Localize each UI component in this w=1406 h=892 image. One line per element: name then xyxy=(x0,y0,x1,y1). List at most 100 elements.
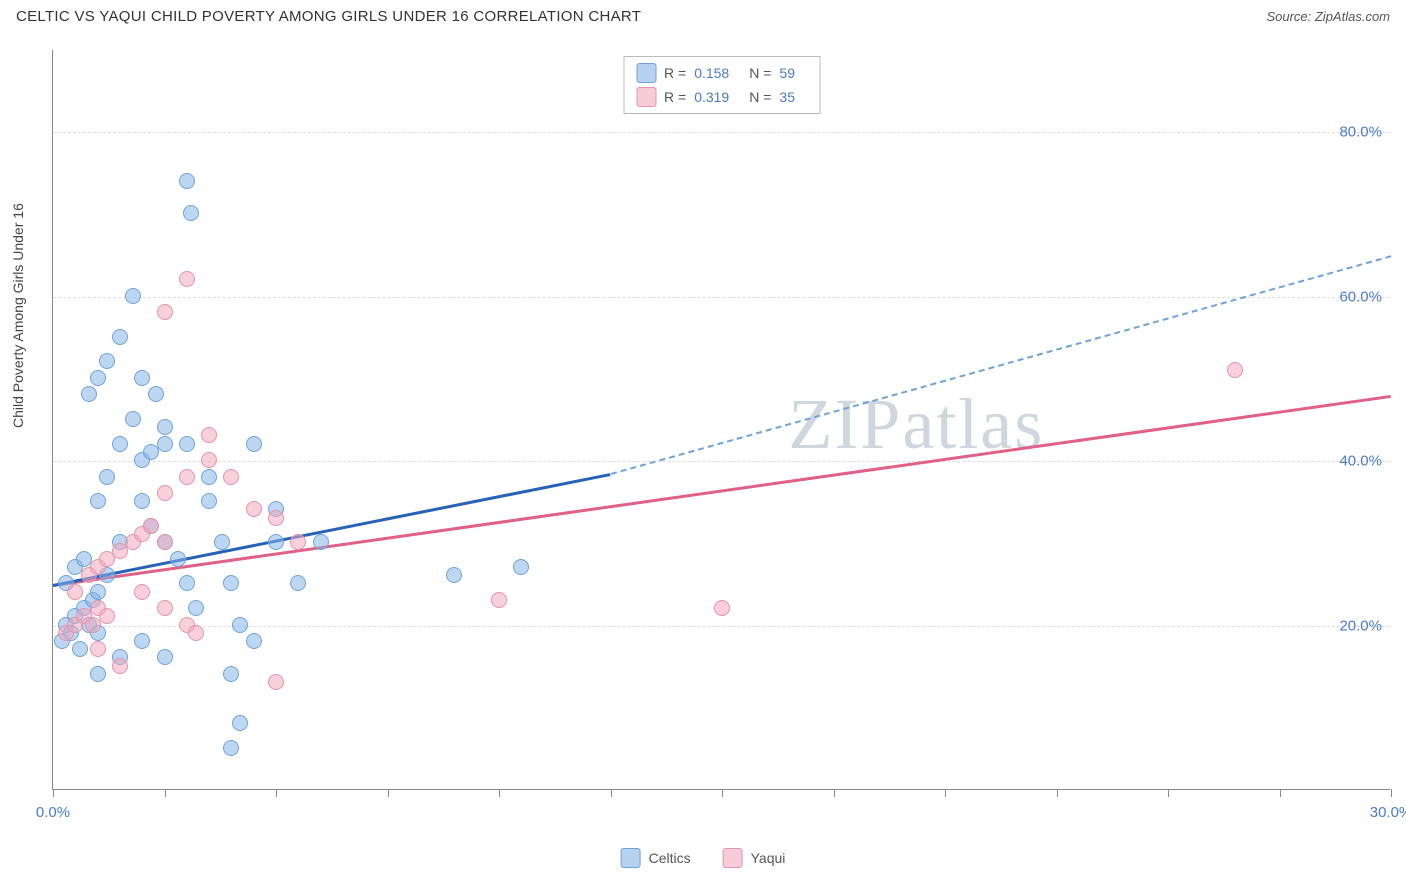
x-tick xyxy=(945,789,946,797)
data-point xyxy=(134,584,150,600)
legend-swatch xyxy=(636,87,656,107)
data-point xyxy=(268,674,284,690)
data-point xyxy=(157,649,173,665)
data-point xyxy=(223,575,239,591)
data-point xyxy=(183,205,199,221)
data-point xyxy=(188,625,204,641)
data-point xyxy=(268,534,284,550)
data-point xyxy=(134,493,150,509)
legend-row: R =0.319N =35 xyxy=(636,85,807,109)
legend-label: Celtics xyxy=(649,850,691,866)
data-point xyxy=(513,559,529,575)
data-point xyxy=(125,411,141,427)
x-tick xyxy=(611,789,612,797)
data-point xyxy=(134,370,150,386)
x-tick xyxy=(1280,789,1281,797)
data-point xyxy=(491,592,507,608)
legend-row: R =0.158N =59 xyxy=(636,61,807,85)
data-point xyxy=(157,600,173,616)
data-point xyxy=(112,329,128,345)
gridline xyxy=(53,626,1390,627)
data-point xyxy=(148,386,164,402)
data-point xyxy=(179,436,195,452)
data-point xyxy=(246,501,262,517)
chart-title: CELTIC VS YAQUI CHILD POVERTY AMONG GIRL… xyxy=(16,8,641,25)
data-point xyxy=(170,551,186,567)
x-tick xyxy=(1168,789,1169,797)
data-point xyxy=(157,534,173,550)
data-point xyxy=(157,485,173,501)
data-point xyxy=(268,510,284,526)
data-point xyxy=(223,740,239,756)
data-point xyxy=(157,419,173,435)
r-label: R = xyxy=(664,89,686,105)
gridline xyxy=(53,132,1390,133)
data-point xyxy=(179,271,195,287)
data-point xyxy=(157,304,173,320)
legend-item: Yaqui xyxy=(723,848,786,868)
r-value: 0.319 xyxy=(694,89,729,105)
data-point xyxy=(81,386,97,402)
data-point xyxy=(1227,362,1243,378)
data-point xyxy=(134,633,150,649)
scatter-chart: R =0.158N =59R =0.319N =35 ZIPatlas 20.0… xyxy=(52,50,1390,790)
x-tick xyxy=(834,789,835,797)
data-point xyxy=(90,584,106,600)
x-tick xyxy=(1057,789,1058,797)
data-point xyxy=(179,173,195,189)
data-point xyxy=(125,288,141,304)
n-value: 59 xyxy=(779,65,795,81)
data-point xyxy=(143,518,159,534)
data-point xyxy=(90,493,106,509)
r-value: 0.158 xyxy=(694,65,729,81)
x-tick xyxy=(276,789,277,797)
r-label: R = xyxy=(664,65,686,81)
data-point xyxy=(313,534,329,550)
data-point xyxy=(714,600,730,616)
data-point xyxy=(214,534,230,550)
y-axis-title: Child Poverty Among Girls Under 16 xyxy=(10,203,26,428)
data-point xyxy=(99,608,115,624)
x-tick-label: 0.0% xyxy=(36,804,70,821)
data-point xyxy=(72,641,88,657)
data-point xyxy=(290,575,306,591)
data-point xyxy=(188,600,204,616)
n-label: N = xyxy=(749,89,771,105)
x-tick xyxy=(53,789,54,797)
data-point xyxy=(232,617,248,633)
gridline xyxy=(53,297,1390,298)
trend-line xyxy=(610,256,1391,476)
data-point xyxy=(201,493,217,509)
data-point xyxy=(67,584,83,600)
legend-label: Yaqui xyxy=(751,850,786,866)
source-label: Source: ZipAtlas.com xyxy=(1266,9,1390,24)
x-tick xyxy=(1391,789,1392,797)
data-point xyxy=(246,633,262,649)
data-point xyxy=(157,436,173,452)
legend-swatch xyxy=(636,63,656,83)
data-point xyxy=(90,370,106,386)
legend-swatch xyxy=(723,848,743,868)
data-point xyxy=(232,715,248,731)
data-point xyxy=(99,353,115,369)
legend-series: Celtics Yaqui xyxy=(621,848,786,868)
data-point xyxy=(246,436,262,452)
data-point xyxy=(112,658,128,674)
data-point xyxy=(99,469,115,485)
watermark: ZIPatlas xyxy=(788,383,1044,466)
data-point xyxy=(90,641,106,657)
data-point xyxy=(201,452,217,468)
legend-swatch xyxy=(621,848,641,868)
legend-correlation: R =0.158N =59R =0.319N =35 xyxy=(623,56,820,114)
x-tick xyxy=(388,789,389,797)
y-tick-label: 60.0% xyxy=(1339,288,1382,305)
data-point xyxy=(201,469,217,485)
data-point xyxy=(179,575,195,591)
data-point xyxy=(90,666,106,682)
gridline xyxy=(53,461,1390,462)
data-point xyxy=(223,469,239,485)
x-tick xyxy=(165,789,166,797)
x-tick xyxy=(499,789,500,797)
data-point xyxy=(446,567,462,583)
x-tick-label: 30.0% xyxy=(1370,804,1406,821)
